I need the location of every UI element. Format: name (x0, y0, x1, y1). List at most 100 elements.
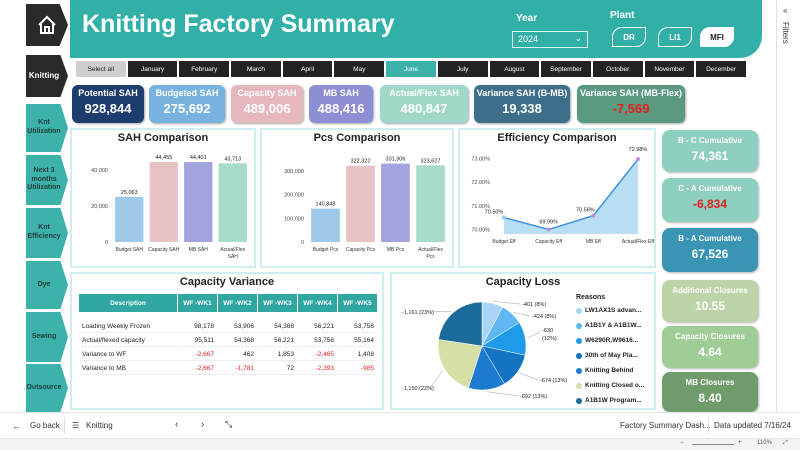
month-july[interactable]: July (437, 61, 488, 77)
expand-icon[interactable]: « (783, 6, 788, 15)
column-header[interactable]: WF -WK4 (298, 294, 337, 312)
data-updated-text: Data updated 7/16/24 (714, 421, 791, 430)
zoom-out-icon[interactable]: − (680, 440, 684, 446)
divider (708, 417, 709, 433)
capacity-variance-title: Capacity Variance (179, 276, 275, 288)
legend-item[interactable]: LW1AX1S advan... (576, 307, 641, 314)
plant-button-li1[interactable]: LI1 (658, 27, 692, 47)
legend-swatch (576, 397, 582, 404)
report-name: Factory Summary Dash... (620, 421, 711, 430)
zoom-slider[interactable] (692, 444, 734, 445)
x-tick-label: Actual/Flex Eff (622, 239, 654, 245)
card-label: B - C Cumulative (677, 136, 742, 145)
leader-line (487, 391, 519, 397)
plant-button-mfi[interactable]: MFI (700, 27, 734, 47)
column-header[interactable]: WF -WK2 (218, 294, 257, 312)
legend-label: W6290R,W9616... (585, 337, 639, 344)
data-label: 25,063 (121, 190, 138, 196)
month-april[interactable]: April (282, 61, 333, 77)
table-cell: -2,393 (298, 362, 337, 375)
legend-item[interactable]: A1B1Y & A1B1W... (576, 322, 642, 329)
card-label: B - A Cumulative (678, 234, 742, 243)
x-tick-label: Capacity Pcs (346, 247, 376, 253)
data-label: 140,848 (316, 202, 336, 208)
legend-item[interactable]: W6290R,W9616... (576, 337, 638, 344)
month-june[interactable]: June (386, 61, 436, 77)
pages-icon[interactable]: ☰ (72, 421, 80, 430)
nav-item-knt-utilization[interactable]: Knt Utilization (26, 104, 68, 152)
column-header[interactable]: WF -WK5 (338, 294, 377, 312)
collapse-icon[interactable]: ⤡ (225, 419, 233, 429)
month-august[interactable]: August (489, 61, 540, 77)
month-september[interactable]: September (541, 61, 591, 77)
table-cell: -1,781 (218, 362, 257, 375)
table-cell: 462 (218, 348, 257, 361)
slice-label: -674 (13%) (540, 378, 567, 384)
table-cell: 54,368 (258, 320, 297, 333)
zoom-in-icon[interactable]: + (738, 440, 742, 446)
card-label: Additional Closures (672, 286, 748, 295)
nav-item-dye[interactable]: Dye (26, 261, 68, 309)
nav-item-knt-efficiency[interactable]: Knt Efficiency (26, 208, 68, 258)
nav-item-knitting[interactable]: Knitting (26, 55, 68, 97)
slice-label: -630 (542, 328, 553, 334)
kpi-value: 275,692 (163, 101, 211, 116)
nav-item-sewing[interactable]: Sewing (26, 312, 68, 362)
table-cell: Loading Weekly Frozen (79, 320, 177, 333)
reasons-legend-title: Reasons (576, 294, 606, 301)
y-tick-label: 71.00% (471, 204, 490, 210)
month-may[interactable]: May (334, 61, 385, 77)
column-header[interactable]: WF -WK3 (258, 294, 297, 312)
kpi-label: Variance SAH (B-MB) (476, 88, 568, 98)
y-tick-label: 70.00% (471, 227, 490, 233)
kpi-mb-sah: MB SAH 488,416 (309, 85, 373, 123)
card-value: 10.55 (694, 299, 726, 313)
fit-page-icon[interactable]: ⤢ (783, 440, 788, 446)
plant-button-dr[interactable]: DR (612, 27, 646, 47)
legend-item[interactable]: Knitting Behind (576, 367, 633, 374)
year-dropdown[interactable]: 2024 ⌄ (512, 31, 588, 48)
legend-swatch (576, 367, 582, 374)
kpi-label: Variance SAH (MB-Flex) (579, 88, 683, 98)
table-row: Actual/flexed capacity 95,511 54,368 56,… (79, 334, 377, 347)
page-tab-knitting[interactable]: Knitting (86, 421, 113, 430)
column-header[interactable]: Description (79, 294, 177, 312)
status-bar: − + 110% ⤢ (0, 438, 800, 450)
legend-label: 30th of May Pla... (585, 352, 638, 359)
bar (416, 165, 445, 242)
month-january[interactable]: January (127, 61, 178, 77)
header-banner (70, 0, 762, 58)
previous-page-icon[interactable]: ‹ (175, 419, 179, 430)
column-header[interactable]: WF -WK1 (178, 294, 217, 312)
month-select-all[interactable]: Select all (76, 61, 126, 77)
nav-item-next-3-months-utilization[interactable]: Next 3 months Utilization (26, 155, 68, 205)
plant-label: Plant (610, 10, 635, 21)
legend-label: A1B1W Program... (585, 397, 642, 404)
leader-line (429, 310, 453, 313)
kpi-label: Actual/Flex SAH (389, 88, 459, 98)
go-back-button[interactable]: Go back (30, 421, 60, 430)
month-october[interactable]: October (592, 61, 643, 77)
x-tick-label: MB Pcs (387, 247, 405, 253)
month-november[interactable]: November (644, 61, 695, 77)
month-december[interactable]: December (696, 61, 746, 77)
next-page-icon[interactable]: › (201, 419, 205, 430)
data-label: 70.58% (576, 208, 595, 214)
x-tick-label: Pcs (426, 254, 435, 260)
table-cell: Variance to MB (79, 362, 177, 375)
legend-item[interactable]: A1B1W Program... (576, 397, 642, 404)
bar (346, 165, 375, 242)
month-march[interactable]: March (231, 61, 281, 77)
back-arrow-icon[interactable]: ← (12, 421, 21, 431)
legend-item[interactable]: 30th of May Pla... (576, 352, 638, 359)
card-value: 4.64 (698, 345, 722, 359)
month-february[interactable]: February (179, 61, 230, 77)
legend-item[interactable]: Knitting Closed o... (576, 382, 644, 389)
home-button[interactable] (26, 4, 68, 46)
legend-label: Knitting Behind (585, 367, 634, 374)
filters-pane[interactable] (776, 0, 800, 412)
table-cell: 54,368 (218, 334, 257, 347)
nav-item-outsource[interactable]: Outsource (26, 364, 68, 412)
legend-swatch (576, 352, 582, 359)
slice-label: -692 (13%) (520, 394, 547, 400)
